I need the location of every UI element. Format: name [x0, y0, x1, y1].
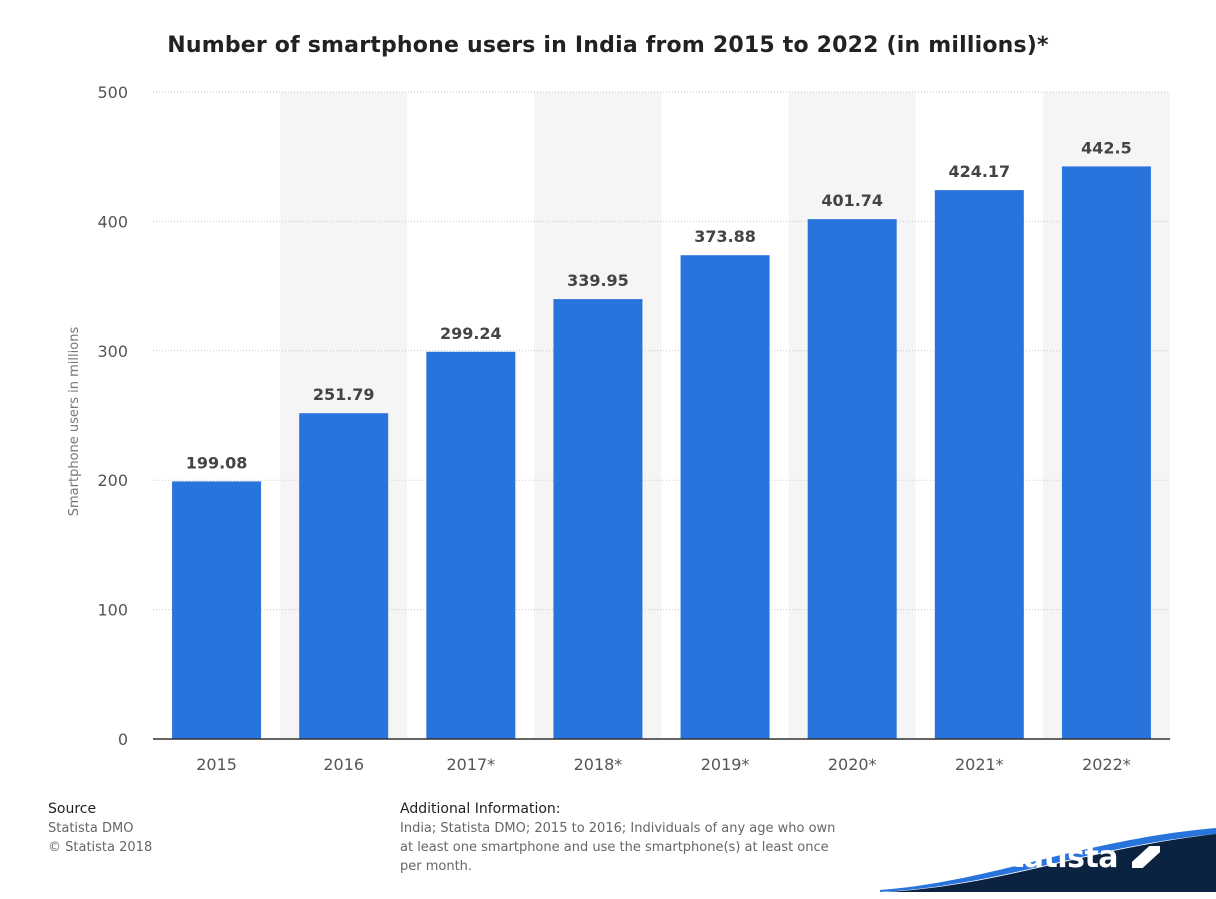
- x-tick-label: 2019*: [701, 755, 750, 774]
- x-tick-label: 2022*: [1082, 755, 1131, 774]
- bar-chart: 0 100 200 300 400 500 Smartphone users in mill…: [67, 83, 1170, 774]
- y-tick-label: 500: [97, 83, 128, 102]
- bar-value-label: 299.24: [440, 324, 502, 343]
- bar-value-label: 339.95: [567, 271, 629, 290]
- y-tick-label: 200: [97, 471, 128, 490]
- y-tick-label: 300: [97, 342, 128, 361]
- bar: [426, 351, 516, 739]
- bar: [299, 413, 389, 739]
- statista-wordmark: statista: [992, 840, 1119, 875]
- x-tick-label: 2017*: [446, 755, 495, 774]
- x-tick-label: 2018*: [574, 755, 623, 774]
- y-tick-label: 100: [97, 601, 128, 620]
- bar-value-label: 251.79: [313, 385, 375, 404]
- x-tick-label: 2020*: [828, 755, 877, 774]
- statista-logo-icon: [1132, 846, 1160, 868]
- chart-title: Number of smartphone users in India from…: [167, 33, 1049, 58]
- bar-value-label: 373.88: [694, 227, 756, 246]
- additional-info-block: Additional Information: India; Statista …: [400, 800, 900, 876]
- bar-value-label: 401.74: [821, 191, 883, 210]
- additional-info-line: India; Statista DMO; 2015 to 2016; Indiv…: [400, 821, 836, 836]
- bar: [934, 190, 1024, 739]
- x-tick-label: 2021*: [955, 755, 1004, 774]
- source-line: Statista DMO: [48, 821, 134, 836]
- bar: [1061, 166, 1151, 739]
- y-tick-label: 0: [118, 730, 128, 749]
- statista-logo-band: [880, 828, 1216, 892]
- source-line: © Statista 2018: [48, 840, 153, 855]
- bar: [553, 299, 643, 739]
- bar-value-label: 442.5: [1081, 138, 1132, 157]
- additional-info-heading: Additional Information:: [400, 801, 561, 817]
- bar: [680, 255, 770, 739]
- y-tick-label: 400: [97, 212, 128, 231]
- y-axis-label: Smartphone users in millions: [67, 327, 82, 517]
- bottom-strip: [0, 892, 1216, 899]
- source-heading: Source: [48, 801, 97, 817]
- bar: [807, 219, 897, 739]
- bar-value-label: 199.08: [186, 453, 248, 472]
- statista-logo[interactable]: statista: [993, 840, 1160, 875]
- bar: [172, 481, 262, 739]
- additional-info-line: per month.: [400, 859, 473, 874]
- bar-value-label: 424.17: [948, 162, 1010, 181]
- source-block: Source Statista DMO © Statista 2018: [48, 800, 152, 857]
- x-tick-label: 2015: [196, 755, 237, 774]
- additional-info-line: at least one smartphone and use the smar…: [400, 840, 829, 855]
- x-tick-label: 2016: [323, 755, 364, 774]
